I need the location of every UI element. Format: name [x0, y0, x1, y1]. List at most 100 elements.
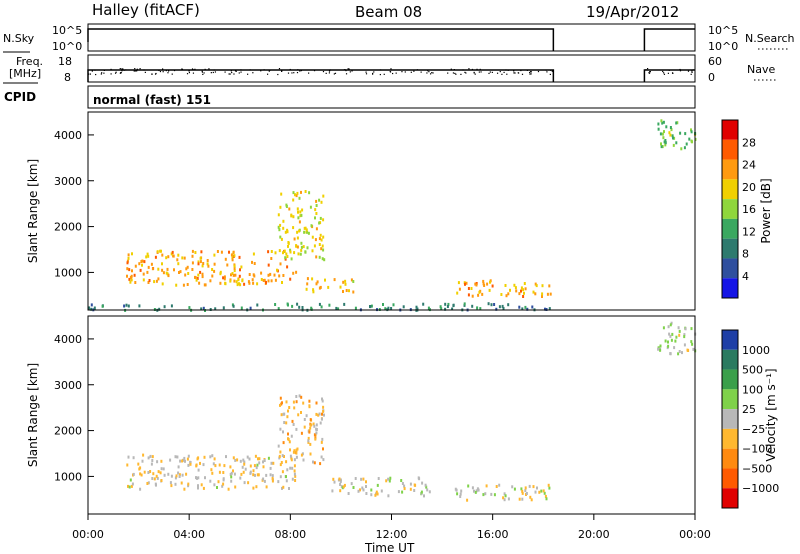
heatmap-cell: [488, 288, 491, 292]
freq-dot: [162, 71, 164, 73]
heatmap-cell: [291, 477, 294, 481]
heatmap-cell: [160, 467, 163, 471]
heatmap-cell: [252, 252, 255, 256]
freq-dot: [110, 73, 112, 75]
heatmap-cell: [414, 483, 417, 487]
heatmap-cell: [321, 437, 324, 441]
heatmap-cell: [409, 487, 412, 491]
freq-dot: [347, 68, 349, 70]
heatmap-cell: [279, 475, 282, 479]
heatmap-cell: [302, 458, 305, 462]
heatmap-cell: [549, 292, 552, 296]
heatmap-cell: [319, 233, 322, 237]
heatmap-cell: [376, 492, 379, 496]
heatmap-cell: [186, 283, 189, 286]
heatmap-cell: [463, 302, 466, 306]
heatmap-cell: [128, 485, 131, 489]
heatmap-cell: [289, 277, 292, 281]
freq-dot: [103, 69, 105, 71]
heatmap-cell: [262, 460, 264, 464]
freq-dot: [297, 69, 299, 71]
heatmap-cell: [295, 270, 298, 274]
colorbar-swatch: [722, 409, 738, 429]
heatmap-cell: [667, 340, 669, 344]
colorbar-frame: [721, 329, 739, 509]
freq-dot: [383, 73, 385, 75]
heatmap-cell: [142, 278, 145, 282]
heatmap-cell: [167, 274, 170, 278]
heatmap-cell: [347, 492, 350, 495]
heatmap-cell: [387, 494, 390, 498]
freq-dot: [404, 71, 406, 73]
heatmap-cell: [319, 421, 322, 425]
heatmap-cell: [173, 268, 175, 272]
heatmap-cell: [181, 473, 184, 477]
heatmap-cell: [279, 262, 282, 266]
heatmap-cell: [147, 456, 150, 460]
heatmap-cell: [467, 287, 470, 290]
freq-dot: [231, 71, 233, 74]
heatmap-cell: [248, 457, 251, 461]
nsky-tick-top: 10^5: [52, 24, 82, 37]
heatmap-cell: [676, 121, 679, 125]
colorbar-tick-label: 1000: [742, 344, 770, 357]
heatmap-cell: [149, 470, 152, 473]
freq-tick-top: 18: [58, 55, 72, 68]
heatmap-cell: [287, 303, 289, 307]
heatmap-cell: [504, 284, 507, 287]
freq-dot: [427, 70, 429, 72]
heatmap-cell: [130, 484, 133, 488]
freq-dot: [379, 69, 382, 71]
heatmap-cell: [213, 262, 216, 266]
heatmap-cell: [306, 282, 309, 286]
freq-dot: [551, 70, 553, 72]
heatmap-cell: [258, 461, 261, 465]
heatmap-cell: [235, 280, 238, 284]
heatmap-cell: [229, 465, 232, 469]
heatmap-cell: [293, 406, 296, 410]
colorbar-swatch: [722, 218, 738, 239]
heatmap-cell: [238, 282, 240, 286]
heatmap-cell: [667, 325, 670, 329]
heatmap-cell: [318, 412, 321, 416]
heatmap-cell: [187, 272, 190, 275]
heatmap-cell: [293, 469, 296, 473]
heatmap-cell: [230, 475, 233, 479]
nsearch-tick-bottom: 10^0: [708, 40, 738, 53]
heatmap-cell: [127, 455, 130, 459]
freq-dot: [478, 71, 480, 73]
freq-dot: [151, 73, 153, 75]
freq-dot: [194, 68, 196, 70]
y-tick-label: 4000: [54, 333, 82, 346]
heatmap-cell: [322, 405, 325, 409]
heatmap-cell: [350, 482, 353, 486]
heatmap-cell: [680, 147, 683, 151]
freq-dot: [452, 72, 455, 74]
heatmap-cell: [127, 256, 130, 260]
heatmap-cell: [663, 130, 665, 134]
heatmap-cell: [274, 278, 277, 282]
freq-dot: [94, 69, 96, 71]
heatmap-cell: [279, 427, 282, 431]
freq-dot: [514, 72, 516, 74]
heatmap-cell: [521, 307, 524, 311]
heatmap-cell: [464, 282, 466, 286]
heatmap-cell: [201, 264, 204, 268]
heatmap-cell: [314, 216, 316, 220]
heatmap-cell: [513, 487, 516, 491]
freq-dot: [679, 70, 682, 72]
heatmap-cell: [482, 493, 485, 497]
heatmap-cell: [321, 412, 323, 416]
date-title: 19/Apr/2012: [586, 3, 679, 21]
heatmap-cell: [471, 486, 474, 490]
heatmap-cell: [191, 249, 194, 253]
heatmap-cell: [315, 255, 318, 259]
freq-dot: [529, 71, 532, 73]
freq-dot: [663, 73, 666, 75]
heatmap-cell: [230, 273, 232, 277]
heatmap-cell: [314, 238, 317, 242]
freq-dot: [649, 71, 652, 73]
heatmap-cell: [690, 139, 693, 143]
heatmap-cell: [524, 489, 527, 493]
heatmap-cell: [181, 459, 184, 463]
